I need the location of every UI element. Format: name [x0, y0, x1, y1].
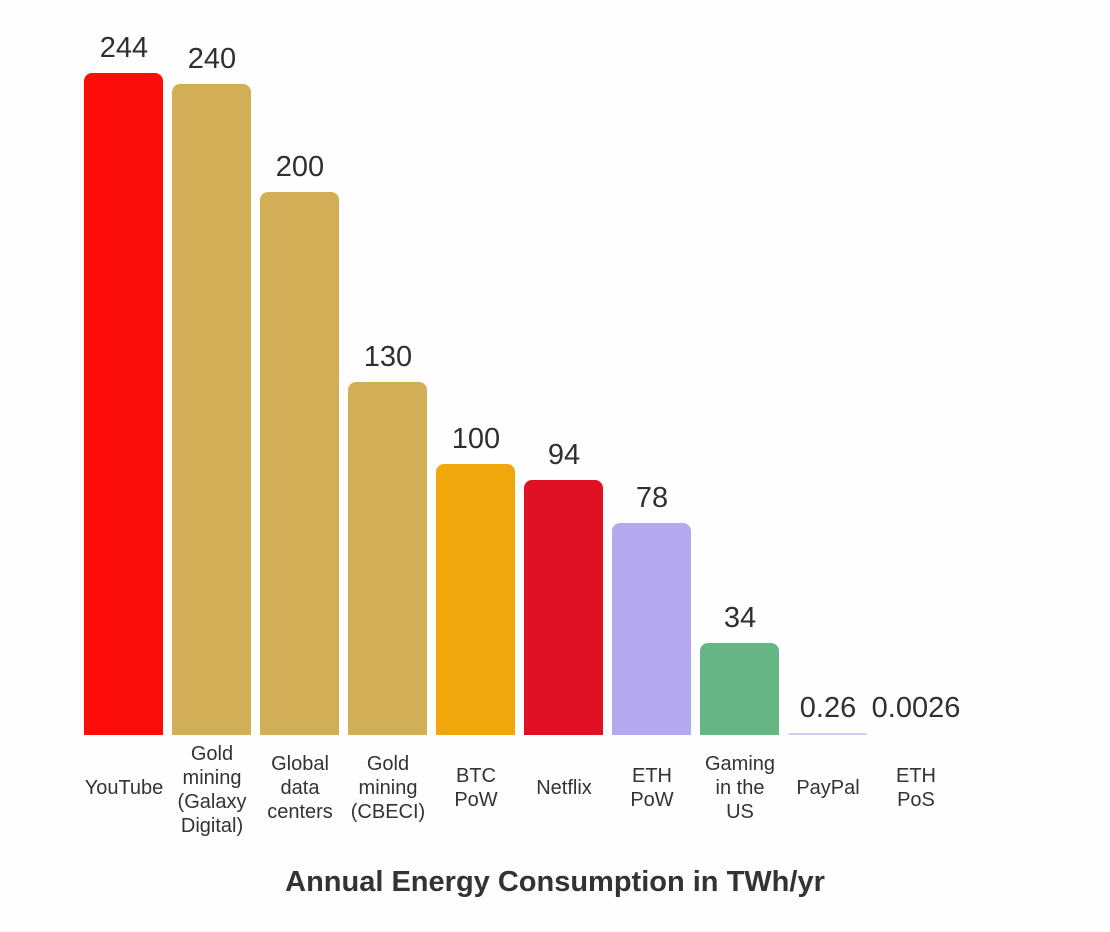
bar-group: 34 — [696, 0, 784, 735]
category-label-line: Netflix — [536, 777, 592, 799]
category-label: Gaming in the US — [684, 752, 796, 824]
bar — [700, 642, 779, 735]
category-label-line: centers — [267, 801, 333, 823]
bar-value-label: 78 — [635, 482, 669, 515]
bar — [524, 479, 603, 735]
bar-group: 240 — [168, 0, 256, 735]
bar-group: 94 — [520, 0, 608, 735]
bar-value-label: 240 — [187, 42, 237, 75]
chart-title: Annual Energy Consumption in TWh/yr — [285, 866, 825, 898]
bar — [612, 523, 691, 735]
bar-value-label: 244 — [99, 32, 149, 64]
category-label-line: PoW — [454, 789, 498, 811]
category-label-line: PoW — [630, 789, 674, 811]
category-label: PayPal — [772, 776, 884, 800]
bar-value-label: 130 — [363, 341, 413, 374]
category-label: Gold mining (Galaxy Digital) — [156, 742, 268, 838]
bar — [876, 732, 955, 735]
bar-value-label: 100 — [451, 422, 501, 455]
bar — [788, 732, 867, 735]
category-label-line: (CBECI) — [350, 801, 426, 823]
bar-group: 0.0026 — [872, 0, 960, 735]
category-label: ETH PoW — [596, 764, 708, 812]
bar-value-label: 0.26 — [799, 691, 857, 724]
category-label-line: Gaming — [704, 753, 776, 775]
plot-area: 244 240 200 130 100 94 78 34 0.26 0.0026 — [80, 0, 960, 735]
bar — [84, 73, 163, 735]
category-label-line: mining — [358, 777, 418, 799]
bar — [260, 192, 339, 735]
bar-value-label: 0.0026 — [871, 691, 961, 724]
bar — [172, 83, 251, 735]
category-label-line: YouTube — [84, 777, 164, 799]
category-label-line: (Galaxy — [177, 791, 247, 813]
category-label: Gold mining (CBECI) — [332, 752, 444, 824]
category-label-line: Digital) — [180, 815, 244, 837]
category-label-line: ETH — [896, 765, 936, 787]
bar-value-label: 34 — [723, 601, 757, 634]
category-label-line: PayPal — [796, 777, 860, 799]
bar — [436, 463, 515, 735]
bar-value-label: 94 — [547, 438, 581, 471]
bar-group: 100 — [432, 0, 520, 735]
bar-group: 200 — [256, 0, 344, 735]
bar-group: 244 — [80, 0, 168, 735]
category-label: YouTube — [68, 776, 180, 800]
category-axis: YouTube Gold mining (Galaxy Digital) Global da… — [0, 742, 1110, 852]
category-label-line: in the — [715, 777, 765, 799]
category-label-line: PoS — [897, 789, 935, 811]
category-label-line: mining — [182, 767, 242, 789]
category-label: Netflix — [508, 776, 620, 800]
bar-group: 78 — [608, 0, 696, 735]
category-label: ETH PoS — [860, 764, 972, 812]
category-label-line: US — [726, 801, 754, 823]
category-label-line: data — [280, 777, 320, 799]
bar-group: 0.26 — [784, 0, 872, 735]
category-label: BTC PoW — [420, 764, 532, 812]
category-label-line: Global — [271, 753, 329, 775]
bar — [348, 382, 427, 735]
category-label-line: ETH — [632, 765, 672, 787]
bar-group: 130 — [344, 0, 432, 735]
category-label-line: Gold — [190, 743, 234, 765]
category-label: Global data centers — [244, 752, 356, 824]
category-label-line: BTC — [456, 765, 496, 787]
category-label-line: Gold — [366, 753, 410, 775]
bar-value-label: 200 — [275, 151, 325, 184]
